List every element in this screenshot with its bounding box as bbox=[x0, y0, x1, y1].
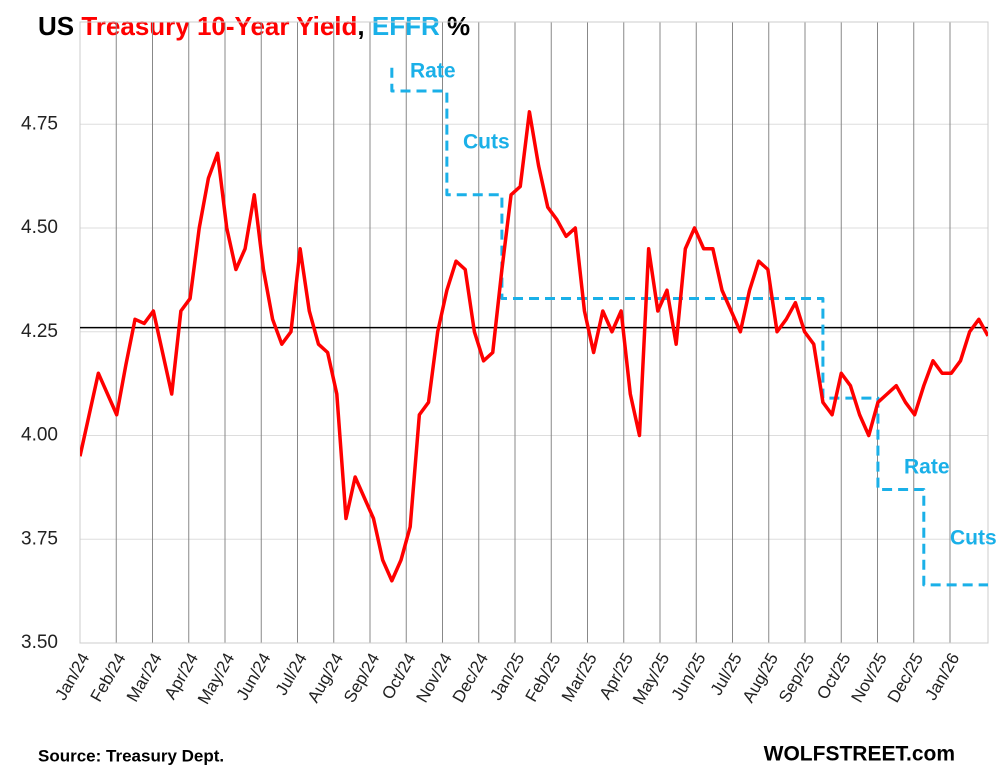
y-tick-label: 4.75 bbox=[21, 113, 58, 134]
x-tick-label: Dec/25 bbox=[884, 650, 927, 706]
annotation: Cuts bbox=[950, 527, 997, 550]
x-tick-label: Jul/25 bbox=[707, 650, 746, 699]
chart-title: US Treasury 10-Year Yield, EFFR % bbox=[38, 11, 470, 41]
x-tick-label: May/24 bbox=[194, 650, 238, 708]
x-tick-label: Dec/24 bbox=[449, 650, 492, 706]
effr-line bbox=[390, 62, 988, 587]
y-tick-label: 4.00 bbox=[21, 425, 58, 446]
title-part: US bbox=[38, 11, 81, 41]
annotation: Rate bbox=[410, 60, 456, 83]
y-tick-label: 3.50 bbox=[21, 632, 58, 653]
y-tick-label: 3.75 bbox=[21, 528, 58, 549]
title-part: , bbox=[357, 11, 371, 41]
title-part: % bbox=[440, 11, 470, 41]
grid bbox=[79, 21, 989, 644]
x-tick-label: Sep/24 bbox=[340, 650, 383, 706]
plot bbox=[80, 62, 988, 587]
x-tick-label: Sep/25 bbox=[775, 650, 818, 706]
annotation: Rate bbox=[904, 456, 950, 479]
x-tick-label: May/25 bbox=[629, 650, 673, 708]
y-tick-label: 4.25 bbox=[21, 321, 58, 342]
source: Source: Treasury Dept. bbox=[38, 746, 224, 765]
x-tick-label: Jun/25 bbox=[668, 650, 710, 704]
x-tick-label: Jul/24 bbox=[272, 650, 311, 699]
yield-line bbox=[80, 110, 988, 583]
plot-frame bbox=[79, 21, 989, 644]
x-tick-label: Jan/26 bbox=[921, 650, 963, 704]
credit: WOLFSTREET.com bbox=[764, 743, 955, 766]
title-part: Treasury 10-Year Yield bbox=[81, 11, 357, 41]
x-tick-label: Mar/25 bbox=[558, 650, 601, 705]
x-tick-label: Mar/24 bbox=[123, 650, 166, 705]
y-tick-label: 4.50 bbox=[21, 217, 58, 238]
x-tick-label: Jun/24 bbox=[233, 650, 275, 704]
annotation: Cuts bbox=[463, 131, 510, 154]
